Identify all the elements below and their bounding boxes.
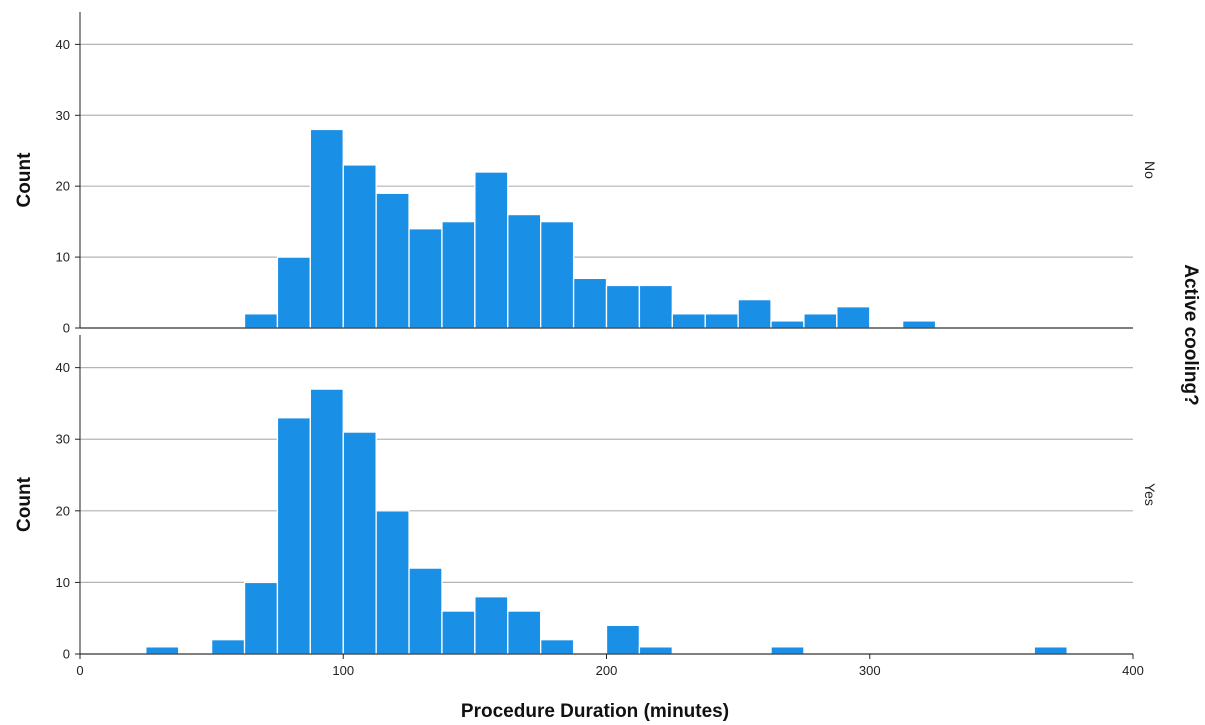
histogram-bar: [474, 171, 509, 329]
histogram-bar: [276, 256, 311, 329]
y-tick-label: 10: [56, 250, 70, 265]
histogram-bar: [276, 417, 311, 655]
histogram-bar: [243, 581, 279, 655]
panel-label: No: [1142, 161, 1158, 179]
x-axis-title: Procedure Duration (minutes): [461, 701, 729, 722]
histogram-bar: [145, 646, 180, 655]
histogram-bar: [704, 313, 739, 329]
y-tick-label: 20: [56, 503, 70, 518]
y-tick-label: 20: [56, 179, 70, 194]
histogram-bar: [638, 284, 673, 329]
histogram-bar: [605, 284, 641, 329]
x-tick-label: 100: [332, 663, 354, 678]
histogram-bar: [1033, 646, 1068, 655]
histogram-bar: [309, 128, 344, 329]
histogram-bar: [342, 431, 377, 655]
histogram-bar: [572, 277, 608, 329]
histogram-bar: [342, 164, 377, 329]
histogram-bar: [507, 610, 542, 655]
histogram-bar: [474, 596, 509, 655]
histogram-bar: [770, 320, 805, 329]
x-tick-label: 300: [859, 663, 881, 678]
y-tick-label: 0: [63, 321, 70, 336]
histogram-bar: [309, 388, 344, 655]
histogram-bar: [902, 320, 937, 329]
histogram-bar: [803, 313, 838, 329]
y-tick-label: 0: [63, 647, 70, 662]
histogram-bar: [375, 192, 410, 329]
histogram-bar: [540, 220, 575, 329]
y-tick-label: 10: [56, 575, 70, 590]
histogram-bar: [638, 646, 673, 655]
histogram-bar: [540, 639, 575, 655]
x-tick-label: 400: [1122, 663, 1144, 678]
y-tick-label: 30: [56, 108, 70, 123]
histogram-bar: [375, 510, 410, 655]
histogram-bar: [210, 639, 246, 655]
x-tick-label: 200: [596, 663, 618, 678]
histogram-bar: [441, 220, 476, 329]
histogram-bar: [605, 624, 641, 655]
histogram-bar: [507, 213, 542, 329]
y-axis-title: Count: [14, 476, 35, 532]
histogram-bar: [836, 306, 871, 329]
facet-title: Active cooling?: [1180, 264, 1201, 405]
x-tick-label: 0: [76, 663, 83, 678]
histogram-bar: [671, 313, 706, 329]
histogram-bar: [408, 228, 443, 329]
y-axis-title: Count: [14, 152, 35, 208]
histogram-bar: [243, 313, 279, 329]
panels-layer: 0 10 20 30 40 Count No 0 10 20 30 40 Count Yes: [14, 12, 1158, 662]
panel-no: 0 10 20 30 40 Count No: [14, 12, 1158, 336]
y-tick-label: 40: [56, 360, 70, 375]
panel-label: Yes: [1142, 483, 1158, 506]
x-axis: 0 100 200 300 400: [76, 654, 1144, 678]
histogram-bar: [770, 646, 805, 655]
histogram-bar: [408, 567, 443, 655]
y-tick-label: 40: [56, 37, 70, 52]
histogram-bar: [441, 610, 476, 655]
panel-yes: 0 10 20 30 40 Count Yes: [14, 335, 1158, 662]
histogram-bar: [737, 298, 772, 329]
y-tick-label: 30: [56, 432, 70, 447]
